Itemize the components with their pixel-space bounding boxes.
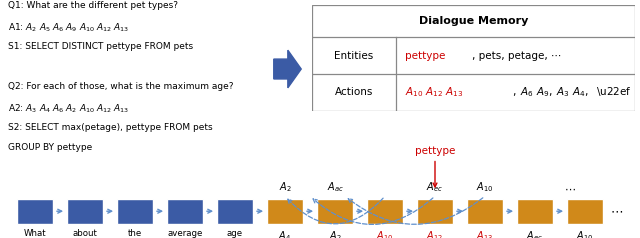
Text: $A_{10}\ A_{12}\ A_{13}$: $A_{10}\ A_{12}\ A_{13}$ [405, 85, 464, 99]
Text: $A_{ec}$: $A_{ec}$ [527, 229, 543, 238]
Text: GROUP BY pettype: GROUP BY pettype [8, 143, 92, 152]
Text: , pets, petage, ⋯: , pets, petage, ⋯ [472, 51, 561, 61]
Text: Actions: Actions [335, 87, 373, 97]
FancyBboxPatch shape [117, 198, 153, 224]
FancyBboxPatch shape [267, 198, 303, 224]
Text: $A_{13}$: $A_{13}$ [476, 229, 493, 238]
Text: $A_{10}$: $A_{10}$ [576, 229, 594, 238]
FancyBboxPatch shape [317, 198, 353, 224]
FancyBboxPatch shape [167, 198, 203, 224]
FancyBboxPatch shape [312, 5, 635, 111]
FancyArrowPatch shape [348, 198, 483, 224]
Text: $A_{10}$: $A_{10}$ [476, 180, 493, 194]
Text: average: average [167, 229, 203, 238]
Text: $A_{10}$: $A_{10}$ [376, 229, 394, 238]
Text: S2: SELECT max(petage), pettype FROM pets: S2: SELECT max(petage), pettype FROM pet… [8, 123, 212, 132]
Text: Dialogue Memory: Dialogue Memory [419, 16, 528, 26]
Text: $,\ A_6\ A_9,\ A_3\ A_4,$  \u22ef: $,\ A_6\ A_9,\ A_3\ A_4,$ \u22ef [512, 85, 632, 99]
FancyArrow shape [274, 50, 301, 88]
Text: $A_4$: $A_4$ [278, 229, 292, 238]
Text: $\cdots$: $\cdots$ [564, 184, 576, 194]
FancyBboxPatch shape [17, 198, 53, 224]
Text: $A_2$: $A_2$ [278, 180, 291, 194]
Text: pettype: pettype [405, 51, 446, 61]
FancyBboxPatch shape [67, 198, 103, 224]
Text: $A_{ac}$: $A_{ac}$ [326, 180, 344, 194]
Text: A1: $A_2\ A_5\ A_6\ A_9\ A_{10}\ A_{12}\ A_{13}$: A1: $A_2\ A_5\ A_6\ A_9\ A_{10}\ A_{12}\… [8, 21, 129, 34]
Text: A2: $A_3\ A_4\ A_6\ A_2\ A_{10}\ A_{12}\ A_{13}$: A2: $A_3\ A_4\ A_6\ A_2\ A_{10}\ A_{12}\… [8, 102, 129, 115]
FancyBboxPatch shape [567, 198, 603, 224]
Text: Entities: Entities [334, 51, 373, 61]
Text: Q2: For each of those, what is the maximum age?: Q2: For each of those, what is the maxim… [8, 82, 233, 91]
FancyBboxPatch shape [417, 198, 453, 224]
FancyBboxPatch shape [217, 198, 253, 224]
Text: age: age [227, 229, 243, 238]
Text: the: the [128, 229, 142, 238]
Text: $\cdots$: $\cdots$ [610, 205, 623, 218]
Text: S1: SELECT DISTINCT pettype FROM pets: S1: SELECT DISTINCT pettype FROM pets [8, 42, 193, 51]
Text: $A_{12}$: $A_{12}$ [426, 229, 444, 238]
FancyBboxPatch shape [467, 198, 503, 224]
Text: What: What [24, 229, 46, 238]
FancyArrowPatch shape [288, 198, 383, 224]
Text: $A_{ec}$: $A_{ec}$ [426, 180, 444, 194]
FancyBboxPatch shape [367, 198, 403, 224]
FancyArrowPatch shape [313, 198, 433, 224]
Text: $A_2$: $A_2$ [328, 229, 341, 238]
FancyBboxPatch shape [517, 198, 553, 224]
Text: Q1: What are the different pet types?: Q1: What are the different pet types? [8, 1, 178, 10]
Text: about: about [72, 229, 97, 238]
Text: pettype: pettype [415, 146, 455, 156]
